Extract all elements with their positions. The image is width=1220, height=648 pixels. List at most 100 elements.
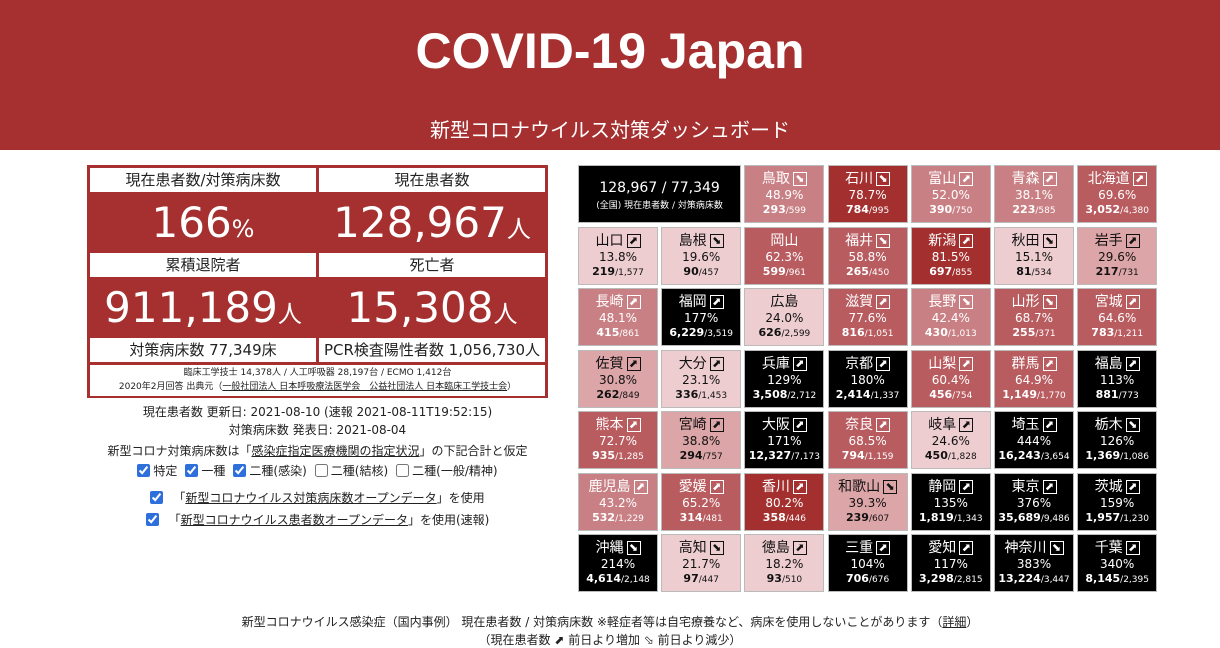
occupancy-rate: 129% xyxy=(767,372,802,387)
prefecture-cell[interactable]: 福島 ⬈ 113% 881/773 xyxy=(1077,349,1158,408)
occupancy-rate: 78.7% xyxy=(848,188,887,202)
prefecture-cell[interactable]: 栃木 ⬊ 126% 1,369/1,086 xyxy=(1077,411,1158,469)
prefecture-cell[interactable]: 香川 ⬈ 80.2% 358/446 xyxy=(744,472,825,531)
trend-arrow: ⬈ xyxy=(626,295,641,309)
prefecture-cell[interactable]: 東京 ⬈ 376% 35,689/9,486 xyxy=(994,472,1074,531)
beds: /2,148 xyxy=(620,575,650,585)
prefecture-cell[interactable]: 新潟 ⬈ 81.5% 697/855 xyxy=(910,226,991,285)
assumption-link[interactable]: 感染症指定医療機関の指定状況 xyxy=(251,444,420,458)
patients: 706 xyxy=(846,572,869,585)
prefecture-name: 北海道 ⬈ xyxy=(1078,171,1156,188)
prefecture-name: 静岡 ⬈ xyxy=(912,479,990,496)
prefecture-cell[interactable]: 宮城 ⬈ 64.6% 783/1,211 xyxy=(1077,288,1158,346)
prefecture-cell[interactable]: 山形 ⬊ 68.7% 255/371 xyxy=(994,288,1074,346)
prefecture-cell[interactable]: 群馬 ⬈ 64.9% 1,149/1,770 xyxy=(994,349,1074,408)
patients: 456 xyxy=(929,387,953,401)
prefecture-cell[interactable]: 徳島 ⬈ 18.2% 93/510 xyxy=(744,534,825,592)
prefecture-label: 福井 xyxy=(845,232,874,249)
prefecture-cell[interactable]: 神奈川 ⬊ 383% 13,224/3,447 xyxy=(994,534,1074,592)
prefecture-name: 兵庫 ⬈ xyxy=(745,356,823,373)
prefecture-cell[interactable]: 岩手 ⬈ 29.6% 217/731 xyxy=(1077,226,1158,285)
footer-prefix: 新型コロナウイルス感染症（国内事例） 現在患者数 / 対策病床数 ※軽症者等は自… xyxy=(241,615,943,629)
prefecture-cell[interactable]: 島根 ⬊ 19.6% 90/457 xyxy=(661,226,742,285)
trend-arrow: ⬈ xyxy=(959,233,974,248)
option-link[interactable]: 新型コロナウイルス対策病床数オープンデータ xyxy=(185,491,437,505)
prefecture-cell[interactable]: 長崎 ⬈ 48.1% 415/861 xyxy=(578,288,658,346)
beds: /599 xyxy=(785,206,806,216)
footer-link[interactable]: 詳細 xyxy=(942,615,967,629)
trend-arrow: ⬈ xyxy=(709,295,724,309)
trend-arrow: ⬈ xyxy=(1132,172,1147,186)
trend-arrow: ⬈ xyxy=(1042,418,1057,432)
checkbox[interactable] xyxy=(314,464,328,477)
prefecture-cell[interactable]: 長野 ⬊ 42.4% 430/1,013 xyxy=(910,288,991,346)
trend-arrow: ⬊ xyxy=(709,541,724,555)
occupancy-rate: 15.1% xyxy=(1014,249,1054,264)
prefecture-cell[interactable]: 福井 ⬊ 58.8% 265/450 xyxy=(827,226,908,285)
option-item: 「新型コロナウイルス対策病床数オープンデータ」を使用 xyxy=(87,487,548,509)
patients: 783 xyxy=(1091,326,1115,339)
prefecture-cell[interactable]: 鹿児島 ⬈ 43.2% 532/1,229 xyxy=(578,472,658,531)
prefecture-name: 山形 ⬊ xyxy=(995,294,1073,311)
prefecture-cell[interactable]: 奈良 ⬈ 68.5% 794/1,159 xyxy=(827,411,908,469)
patient-beds: 4,614/2,148 xyxy=(579,572,657,587)
prefecture-cell[interactable]: 千葉 ⬈ 340% 8,145/2,395 xyxy=(1077,534,1158,592)
option-link[interactable]: 新型コロナウイルス患者数オープンデータ xyxy=(180,513,408,527)
prefecture-cell[interactable]: 兵庫 ⬈ 129% 3,508/2,712 xyxy=(744,349,825,408)
patient-beds: 456/754 xyxy=(912,388,990,403)
prefecture-cell[interactable]: 和歌山 ⬊ 39.3% 239/607 xyxy=(827,472,908,531)
prefecture-cell[interactable]: 岡山 62.3% 599/961 xyxy=(744,226,825,285)
published-note: 対策病床数 発表日: 2021-08-04 xyxy=(228,423,407,437)
prefecture-label: 長野 xyxy=(928,294,957,310)
checkbox[interactable] xyxy=(137,464,151,477)
prefecture-cell[interactable]: 石川 ⬊ 78.7% 784/995 xyxy=(827,165,908,223)
patients: 599 xyxy=(762,264,786,278)
prefecture-cell[interactable]: 高知 ⬊ 21.7% 97/447 xyxy=(661,534,742,592)
prefecture-cell[interactable]: 三重 ⬈ 104% 706/676 xyxy=(827,534,908,592)
prefecture-cell[interactable]: 滋賀 ⬈ 77.6% 816/1,051 xyxy=(827,288,908,346)
prefecture-cell[interactable]: 岐阜 ⬈ 24.6% 450/1,828 xyxy=(910,411,991,469)
prefecture-cell[interactable]: 大分 ⬈ 23.1% 336/1,453 xyxy=(661,349,742,408)
patients: 358 xyxy=(762,510,786,524)
checkbox[interactable] xyxy=(185,464,199,477)
checkbox[interactable] xyxy=(150,491,164,504)
checkbox[interactable] xyxy=(233,464,247,477)
prefecture-cell[interactable]: 鳥取 ⬊ 48.9% 293/599 xyxy=(744,165,825,223)
source-link[interactable]: 一般社団法人 日本呼吸療法医学会 公益社団法人 日本臨床工学技士会 xyxy=(222,382,508,392)
checkbox[interactable] xyxy=(145,513,159,526)
prefecture-cell[interactable]: 秋田 ⬊ 15.1% 81/534 xyxy=(994,226,1074,285)
prefecture-cell[interactable]: 富山 ⬈ 52.0% 390/750 xyxy=(910,165,991,223)
prefecture-cell[interactable]: 茨城 ⬈ 159% 1,957/1,230 xyxy=(1077,472,1158,531)
prefecture-cell[interactable]: 沖縄 ⬊ 214% 4,614/2,148 xyxy=(578,534,658,592)
prefecture-cell[interactable]: 山口 ⬈ 13.8% 219/1,577 xyxy=(578,226,658,285)
prefecture-cell[interactable]: 埼玉 ⬈ 444% 16,243/3,654 xyxy=(994,411,1074,469)
prefecture-cell[interactable]: 熊本 ⬈ 72.7% 935/1,285 xyxy=(578,411,658,469)
trend-arrow: ⬊ xyxy=(876,172,891,186)
prefecture-label: 茨城 xyxy=(1094,478,1123,495)
patients: 93 xyxy=(766,572,782,585)
prefecture-cell[interactable]: 広島 24.0% 626/2,599 xyxy=(744,288,825,346)
prefecture-cell[interactable]: 福岡 ⬈ 177% 6,229/3,519 xyxy=(661,288,742,346)
prefecture-name: 島根 ⬊ xyxy=(662,233,740,250)
prefecture-cell[interactable]: 京都 ⬈ 180% 2,414/1,337 xyxy=(827,349,908,408)
patient-beds: 706/676 xyxy=(829,572,907,587)
patients: 239 xyxy=(846,510,869,524)
prefecture-label: 山口 xyxy=(595,232,624,249)
patient-beds: 16,243/3,654 xyxy=(995,449,1073,464)
beds: /731 xyxy=(1118,267,1139,278)
prefecture-cell[interactable]: 愛媛 ⬈ 65.2% 314/481 xyxy=(661,472,742,531)
prefecture-cell[interactable]: 青森 ⬈ 38.1% 223/585 xyxy=(994,165,1074,223)
prefecture-cell[interactable]: 愛知 ⬈ 117% 3,298/2,815 xyxy=(910,534,991,592)
prefecture-cell[interactable]: 大阪 ⬈ 171% 12,327/7,173 xyxy=(744,411,825,469)
prefecture-cell[interactable]: 静岡 ⬈ 135% 1,819/1,343 xyxy=(910,472,991,531)
prefecture-cell[interactable]: 宮崎 ⬈ 38.8% 294/757 xyxy=(661,411,742,469)
checkbox-label: 二種(感染) xyxy=(249,464,307,478)
prefecture-cell[interactable]: 佐賀 ⬈ 30.8% 262/849 xyxy=(578,349,658,408)
prefecture-name: 和歌山 ⬊ xyxy=(829,479,907,496)
checkbox[interactable] xyxy=(396,464,410,477)
patient-beds: 265/450 xyxy=(829,265,907,280)
prefecture-cell[interactable]: 北海道 ⬈ 69.6% 3,052/4,380 xyxy=(1077,165,1158,223)
patients: 1,957 xyxy=(1085,510,1121,524)
assumption-prefix: 新型コロナ対策病床数は「 xyxy=(107,444,252,458)
prefecture-cell[interactable]: 山梨 ⬈ 60.4% 456/754 xyxy=(910,349,991,408)
